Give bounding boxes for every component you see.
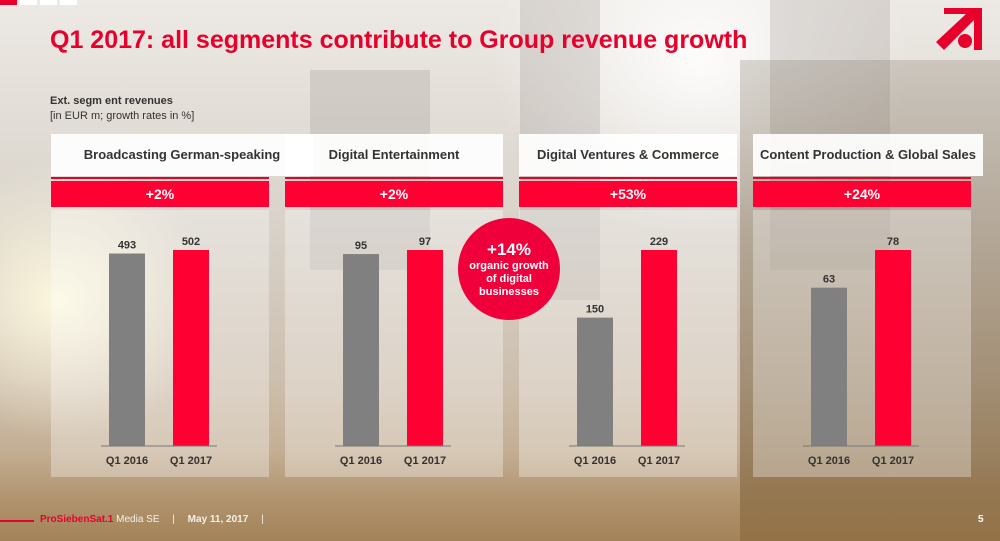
- progress-indicator: [0, 0, 77, 5]
- data-label: 150: [586, 304, 604, 316]
- growth-rate: +2%: [285, 181, 503, 207]
- bar-q1-2017: [173, 250, 209, 446]
- page-number: 5: [978, 514, 984, 525]
- footer-accent-line: [0, 520, 34, 522]
- panel-background: [753, 210, 971, 477]
- divider: [753, 177, 971, 179]
- background-ground: [0, 451, 1000, 541]
- chart-subtitle: Ext. segm ent revenues [in EUR m; growth…: [50, 94, 194, 124]
- slide-title: Q1 2017: all segments contribute to Grou…: [50, 26, 748, 54]
- bar-q1-2016: [109, 253, 145, 446]
- segment-panel: Broadcasting German-speaking +2% 493 Q1 2…: [51, 134, 313, 477]
- segment-panel: Content Production & Global Sales +24% 6…: [753, 134, 983, 477]
- footer-separator: |: [172, 514, 175, 525]
- bar-chart: 150 Q1 2016 229 Q1 2017: [569, 236, 685, 467]
- progress-block: [20, 0, 37, 5]
- bar-chart: 63 Q1 2016 78 Q1 2017: [803, 236, 919, 467]
- x-tick-label: Q1 2016: [106, 455, 148, 467]
- segment-title: Digital Ventures & Commerce: [519, 134, 737, 176]
- organic-growth-callout: +14% organic growth of digital businesse…: [458, 218, 560, 320]
- x-tick-label: Q1 2016: [574, 455, 616, 467]
- x-tick-label: Q1 2017: [404, 455, 446, 467]
- x-tick-label: Q1 2016: [808, 455, 850, 467]
- divider: [519, 177, 737, 179]
- x-tick-label: Q1 2016: [340, 455, 382, 467]
- subtitle-heading: Ext. segm ent revenues: [50, 95, 173, 107]
- bar-chart: 493 Q1 2016 502 Q1 2017: [101, 236, 217, 467]
- panel-background: [51, 210, 269, 477]
- progress-block: [60, 0, 77, 5]
- data-label: 97: [419, 236, 431, 248]
- segment-panel: Digital Entertainment +2% 95 Q1 2016 97 Q1 …: [285, 134, 503, 477]
- progress-block: [0, 0, 17, 5]
- x-tick-label: Q1 2017: [638, 455, 680, 467]
- bar-q1-2017: [407, 250, 443, 446]
- data-label: 78: [887, 236, 899, 248]
- footer-separator: |: [261, 514, 264, 525]
- divider: [285, 177, 503, 179]
- data-label: 502: [182, 236, 200, 248]
- footer: ProSiebenSat.1 Media SE | May 11, 2017 |: [40, 514, 274, 525]
- segment-panel: Digital Ventures & Commerce +53% 150 Q1 2…: [519, 134, 737, 477]
- growth-rate: +24%: [753, 181, 971, 207]
- bar-q1-2016: [577, 317, 613, 446]
- data-label: 493: [118, 240, 136, 252]
- x-tick-label: Q1 2017: [170, 455, 212, 467]
- subtitle-unit: [in EUR m; growth rates in %]: [50, 110, 195, 122]
- bar-q1-2017: [875, 250, 911, 446]
- footer-brand: ProSiebenSat.1: [40, 514, 114, 525]
- bar-q1-2017: [641, 250, 677, 446]
- prosieben-logo-icon: [936, 8, 982, 50]
- footer-company: Media SE: [116, 514, 160, 525]
- progress-block: [40, 0, 57, 5]
- segment-title: Content Production & Global Sales: [753, 134, 983, 176]
- data-label: 95: [355, 240, 367, 252]
- data-label: 63: [823, 274, 835, 286]
- data-label: 229: [650, 236, 668, 248]
- callout-text: organic growth of digital businesses: [469, 259, 549, 298]
- growth-rate: +53%: [519, 181, 737, 207]
- divider: [51, 177, 269, 179]
- growth-rate: +2%: [51, 181, 269, 207]
- bar-q1-2016: [811, 287, 847, 446]
- footer-date: May 11, 2017: [187, 514, 249, 525]
- callout-value: +14%: [487, 239, 531, 259]
- segment-title: Broadcasting German-speaking: [51, 134, 313, 176]
- bar-chart: 95 Q1 2016 97 Q1 2017: [335, 236, 451, 467]
- segment-title: Digital Entertainment: [285, 134, 503, 176]
- bar-q1-2016: [343, 254, 379, 446]
- x-tick-label: Q1 2017: [872, 455, 914, 467]
